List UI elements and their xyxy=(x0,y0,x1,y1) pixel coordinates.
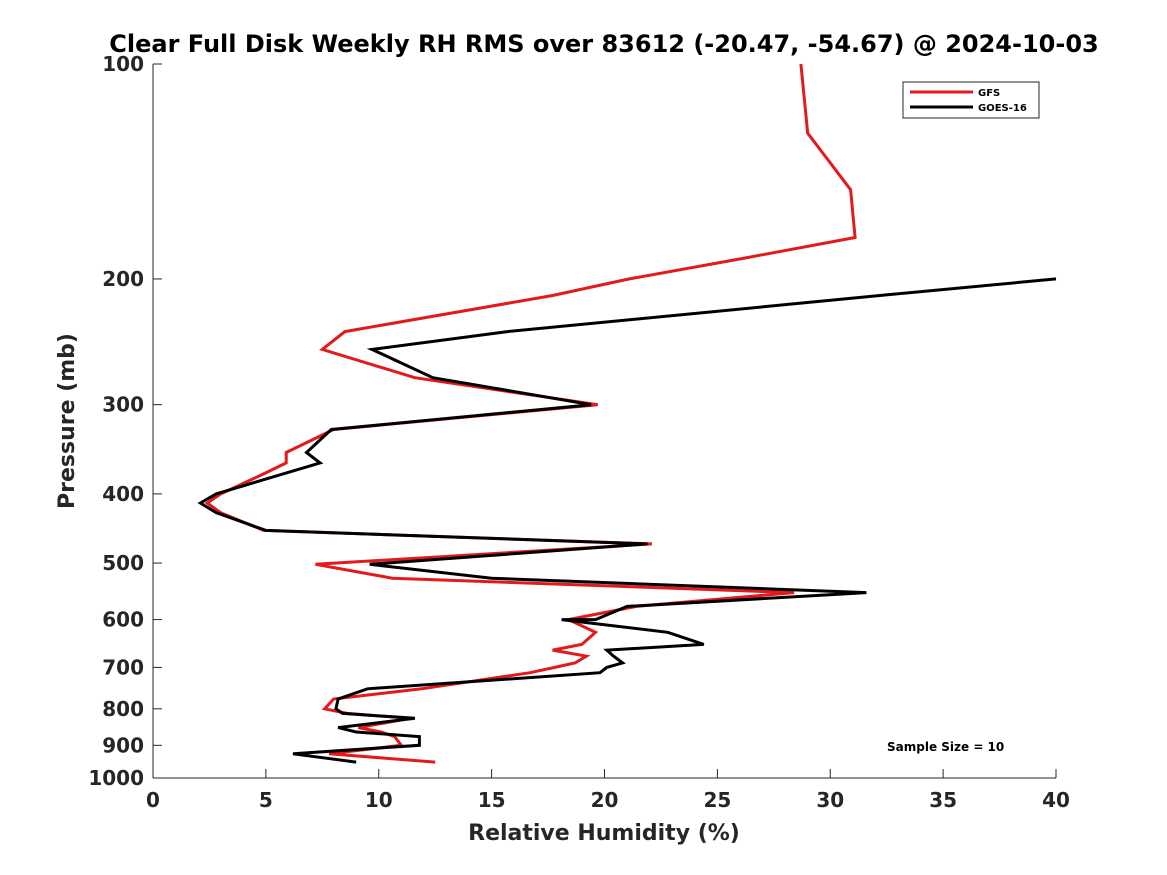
x-tick-label: 40 xyxy=(1042,788,1070,812)
legend-label-gfs: GFS xyxy=(978,88,1000,99)
x-tick-label: 5 xyxy=(259,788,273,812)
y-tick-label: 500 xyxy=(102,551,144,575)
y-tick-label: 200 xyxy=(102,267,144,291)
y-tick-label: 400 xyxy=(102,482,144,506)
chart-title: Clear Full Disk Weekly RH RMS over 83612… xyxy=(109,30,1098,58)
y-tick-label: 700 xyxy=(102,655,144,679)
x-tick-label: 25 xyxy=(703,788,731,812)
y-tick-label: 300 xyxy=(102,393,144,417)
legend-box xyxy=(902,81,1040,119)
series-line-gfs xyxy=(204,63,857,764)
y-axis-label: Pressure (mb) xyxy=(55,333,80,509)
sample-size-annotation: Sample Size = 10 xyxy=(887,740,1004,754)
y-tick-label: 100 xyxy=(102,52,144,76)
x-tick-label: 35 xyxy=(929,788,957,812)
x-ticks: 0 5 10 15 20 25 30 35 40 xyxy=(146,769,1070,812)
x-tick-label: 30 xyxy=(816,788,844,812)
x-tick-label: 15 xyxy=(478,788,506,812)
legend-label-goes16: GOES-16 xyxy=(978,103,1027,114)
x-tick-label: 20 xyxy=(591,788,619,812)
y-tick-label: 1000 xyxy=(88,766,144,790)
y-tick-label: 800 xyxy=(102,697,144,721)
series-line-goes16 xyxy=(197,277,1057,764)
legend: GFS GOES-16 xyxy=(902,81,1040,119)
x-tick-label: 0 xyxy=(146,788,160,812)
x-tick-label: 10 xyxy=(365,788,393,812)
y-tick-label: 600 xyxy=(102,608,144,632)
y-ticks: 100 200 300 400 500 600 700 800 900 1000 xyxy=(88,52,162,790)
y-tick-label: 900 xyxy=(102,733,144,757)
x-axis-label: Relative Humidity (%) xyxy=(468,821,740,846)
plot-lines xyxy=(197,63,1057,764)
